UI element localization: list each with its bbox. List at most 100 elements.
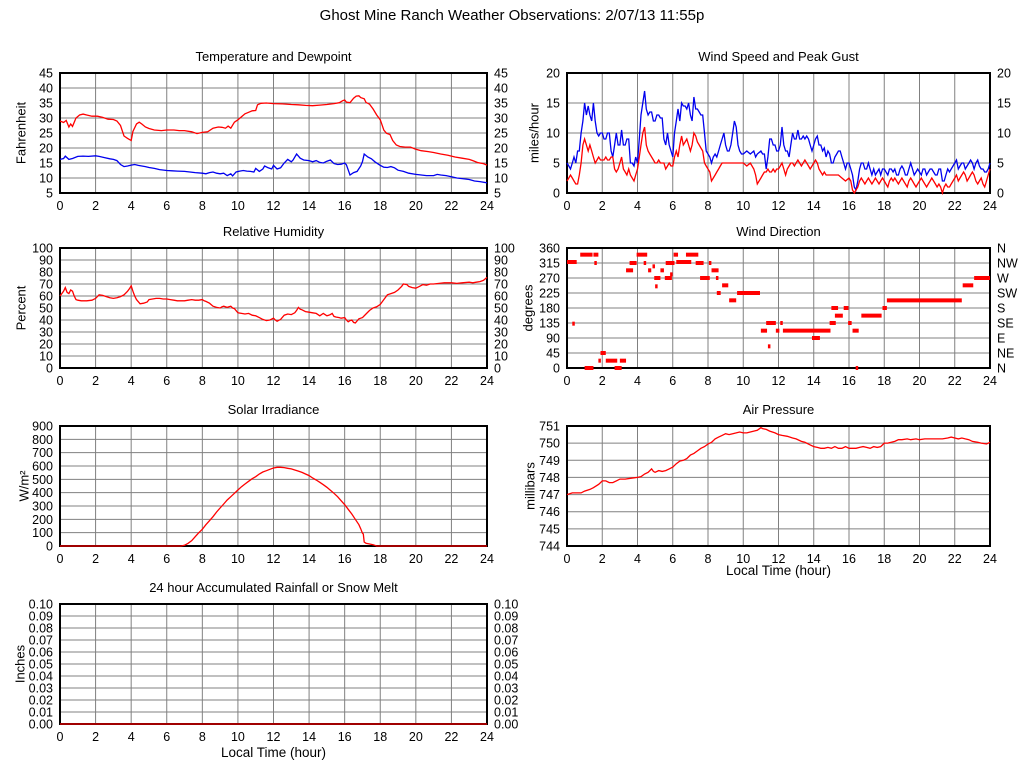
chart-wind-direction: Wind Direction degrees 0 N 45 NE 90 E 135 SE 180… — [512, 219, 1024, 394]
series-dewpoint — [59, 152, 488, 184]
x-tick-label: 6 — [669, 552, 676, 566]
y-tick-label: 200 — [32, 513, 53, 527]
chart-relative-humidity: Relative Humidity Percent 0 0 10 10 20 20 30 30… — [0, 219, 515, 394]
y-tick-label: 5 — [553, 157, 560, 171]
y-tick-label: 0 — [997, 187, 1004, 201]
y-tick-label: 10 — [546, 127, 560, 141]
y-tick-label: 749 — [539, 454, 560, 468]
x-tick-label: 2 — [92, 730, 99, 744]
x-tick-label: 10 — [231, 374, 245, 388]
x-tick-label: 24 — [480, 730, 494, 744]
compass-tick-label: N — [997, 362, 1006, 376]
y-tick-label: 0.10 — [29, 598, 53, 612]
x-tick-label: 8 — [199, 552, 206, 566]
chart-solar-irradiance: Solar Irradiance W/m² 0 100 200 300 400 500 60… — [0, 397, 512, 590]
chart-title: 24 hour Accumulated Rainfall or Snow Mel… — [149, 580, 398, 595]
x-tick-label: 6 — [163, 552, 170, 566]
y-tick-label: 60 — [39, 290, 53, 304]
x-tick-label: 24 — [480, 199, 494, 213]
x-tick-label: 0 — [57, 374, 64, 388]
x-tick-label: 24 — [983, 374, 997, 388]
y-tick-label: 35 — [39, 97, 53, 111]
x-tick-label: 4 — [128, 374, 135, 388]
x-tick-label: 8 — [199, 730, 206, 744]
series-solar-irradiance — [60, 466, 487, 547]
x-tick-label: 6 — [163, 730, 170, 744]
x-tick-label: 22 — [948, 374, 962, 388]
x-tick-label: 4 — [128, 552, 135, 566]
y-tick-label: 900 — [32, 420, 53, 434]
x-tick-label: 20 — [409, 730, 423, 744]
y-tick-label: 0.00 — [29, 718, 53, 732]
y-tick-label: 15 — [997, 97, 1011, 111]
x-tick-label: 14 — [807, 374, 821, 388]
chart-title: Wind Speed and Peak Gust — [698, 49, 859, 64]
x-tick-label: 12 — [772, 552, 786, 566]
y-tick-label: 10 — [39, 172, 53, 186]
y-tick-label: 20 — [494, 142, 508, 156]
y-tick-label: 225 — [539, 287, 560, 301]
y-tick-label: 15 — [39, 157, 53, 171]
y-tick-label: 35 — [494, 97, 508, 111]
x-tick-label: 6 — [669, 374, 676, 388]
y-tick-label: 0 — [46, 540, 53, 554]
y-tick-label: 25 — [39, 127, 53, 141]
x-tick-label: 12 — [772, 199, 786, 213]
chart-title: Relative Humidity — [222, 224, 325, 239]
y-tick-label: 0.10 — [494, 598, 518, 612]
series-wind-speed — [566, 126, 991, 196]
x-tick-label: 16 — [842, 374, 856, 388]
x-tick-label: 18 — [877, 552, 891, 566]
y-tick-label: 744 — [539, 540, 560, 554]
series-temperature — [59, 95, 488, 166]
x-tick-label: 16 — [338, 199, 352, 213]
y-tick-label: 0.07 — [494, 634, 518, 648]
y-tick-label: 0.05 — [29, 658, 53, 672]
y-tick-label: 40 — [39, 314, 53, 328]
y-tick-label: 40 — [494, 314, 508, 328]
y-tick-label: 40 — [494, 82, 508, 96]
x-tick-label: 16 — [842, 199, 856, 213]
y-tick-label: 100 — [32, 242, 53, 256]
x-tick-label: 16 — [338, 374, 352, 388]
x-tick-label: 22 — [444, 374, 458, 388]
x-axis-label: Local Time (hour) — [220, 745, 327, 760]
y-tick-label: 360 — [539, 242, 560, 256]
y-tick-label: 748 — [539, 471, 560, 485]
y-tick-label: 30 — [39, 112, 53, 126]
y-tick-label: 30 — [494, 112, 508, 126]
x-axis-label: Local Time (hour) — [725, 563, 832, 578]
x-tick-label: 22 — [444, 730, 458, 744]
y-tick-label: 0.08 — [29, 622, 53, 636]
chart-air-pressure: Air Pressure millibars 744 745 746 747 748 74… — [512, 397, 1024, 590]
x-tick-label: 24 — [983, 552, 997, 566]
x-tick-label: 8 — [705, 552, 712, 566]
x-tick-label: 18 — [373, 374, 387, 388]
y-tick-label: 0 — [46, 362, 53, 376]
chart-title: Air Pressure — [742, 402, 815, 417]
y-tick-label: 0.02 — [494, 694, 518, 708]
x-tick-label: 16 — [338, 552, 352, 566]
x-tick-label: 20 — [913, 552, 927, 566]
x-tick-label: 16 — [338, 730, 352, 744]
y-tick-label: 0.04 — [29, 670, 53, 684]
x-tick-label: 22 — [948, 199, 962, 213]
x-tick-label: 8 — [705, 374, 712, 388]
y-tick-label: 0 — [494, 362, 501, 376]
y-tick-label: 751 — [539, 420, 560, 434]
y-tick-label: 0.06 — [29, 646, 53, 660]
y-tick-label: 90 — [546, 332, 560, 346]
x-tick-label: 18 — [877, 199, 891, 213]
x-tick-label: 22 — [948, 552, 962, 566]
x-tick-label: 2 — [92, 374, 99, 388]
x-tick-label: 10 — [736, 199, 750, 213]
y-tick-label: 30 — [494, 326, 508, 340]
y-tick-label: 5 — [46, 187, 53, 201]
plot-border — [566, 247, 991, 369]
x-tick-label: 22 — [444, 199, 458, 213]
x-tick-label: 4 — [128, 730, 135, 744]
x-tick-label: 4 — [634, 552, 641, 566]
y-tick-label: 0.03 — [29, 682, 53, 696]
y-tick-label: 0.08 — [494, 622, 518, 636]
